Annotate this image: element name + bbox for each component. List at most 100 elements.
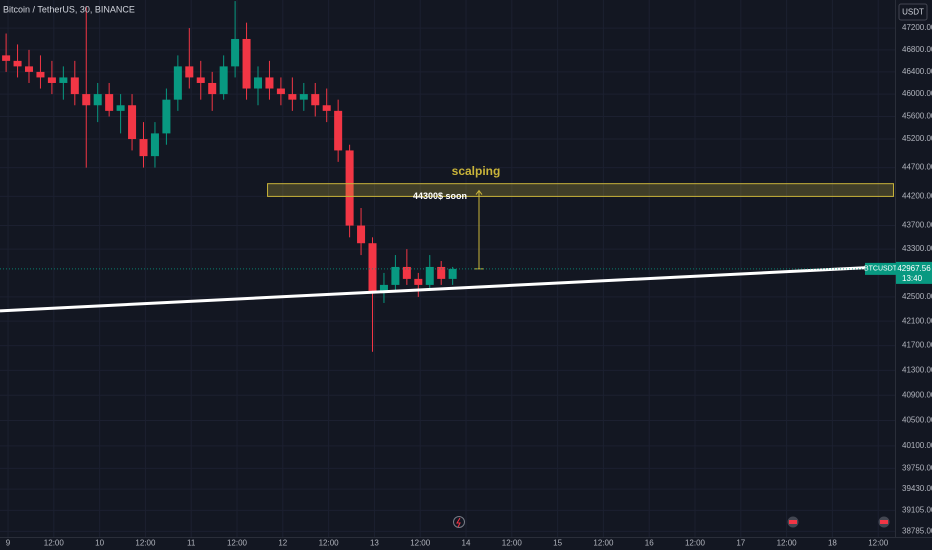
x-tick-label: 18 bbox=[828, 539, 837, 548]
price-tag bbox=[896, 261, 932, 284]
candle-body bbox=[379, 284, 388, 291]
y-tick-label: 41700.00 bbox=[902, 341, 932, 350]
candle-body bbox=[391, 266, 400, 285]
candle-body bbox=[288, 94, 297, 100]
candle-body bbox=[13, 60, 22, 67]
candle-body bbox=[139, 139, 148, 157]
event-flag[interactable] bbox=[787, 516, 799, 528]
x-tick-label: 10 bbox=[95, 539, 104, 548]
candle-body bbox=[196, 77, 205, 83]
symbol-tag bbox=[865, 262, 896, 275]
candle-body bbox=[414, 278, 423, 285]
y-tick-label: 39430.00 bbox=[902, 484, 932, 493]
price-label: 42967.56 bbox=[897, 264, 931, 273]
candle-body bbox=[59, 77, 68, 83]
candle-body bbox=[368, 243, 377, 291]
x-tick-label: 13 bbox=[370, 539, 379, 548]
x-tick-label: 12 bbox=[278, 539, 287, 548]
y-tick-label: 41300.00 bbox=[902, 365, 932, 374]
zone bbox=[267, 183, 894, 197]
candle-body bbox=[402, 266, 411, 279]
candle-body bbox=[47, 77, 56, 83]
y-tick-label: 45600.00 bbox=[902, 112, 932, 121]
trendline bbox=[0, 264, 894, 313]
candle-body bbox=[448, 268, 457, 279]
event-flag[interactable] bbox=[878, 516, 890, 528]
y-tick-label: 45200.00 bbox=[902, 134, 932, 143]
candle-body bbox=[242, 38, 251, 89]
y-tick-label: 40100.00 bbox=[902, 441, 932, 450]
y-tick-label: 44700.00 bbox=[902, 163, 932, 172]
y-tick-label: 47200.00 bbox=[902, 23, 932, 32]
y-tick-label: 40900.00 bbox=[902, 390, 932, 399]
candle-body bbox=[357, 225, 366, 244]
candle-body bbox=[185, 66, 194, 78]
candle-body bbox=[253, 77, 263, 89]
x-tick-label: 15 bbox=[553, 539, 562, 548]
candle-body bbox=[24, 66, 34, 72]
candle-body bbox=[299, 94, 308, 100]
candle-body bbox=[173, 66, 182, 100]
y-tick-label: 43700.00 bbox=[902, 221, 932, 230]
y-tick-label: 46000.00 bbox=[902, 89, 932, 98]
countdown: 13:40 bbox=[902, 274, 923, 283]
candle-body bbox=[345, 150, 354, 226]
candle-body bbox=[116, 105, 125, 111]
y-tick-label: 46400.00 bbox=[902, 67, 932, 76]
candle-body bbox=[150, 133, 159, 157]
y-tick-label: 42100.00 bbox=[902, 316, 932, 325]
x-tick-label: 11 bbox=[187, 539, 196, 548]
x-tick-label: 12:00 bbox=[410, 539, 431, 548]
y-tick-label: 39750.00 bbox=[902, 463, 932, 472]
symbol: BTCUSDT bbox=[864, 266, 898, 273]
x-tick-label: 12:00 bbox=[319, 539, 340, 548]
candle-body bbox=[82, 94, 91, 106]
arrow-head bbox=[475, 189, 483, 195]
candle-body bbox=[276, 88, 285, 95]
candle-body bbox=[128, 105, 137, 140]
y-tick-label: 46800.00 bbox=[902, 45, 932, 54]
candle-body bbox=[265, 77, 274, 89]
x-tick-label: 9 bbox=[6, 539, 11, 548]
currency-box[interactable] bbox=[898, 3, 928, 21]
axes: 47200.00 46800.00 46400.00 46000.00 45600.00… bbox=[6, 23, 932, 548]
x-tick-label: 12:00 bbox=[685, 539, 706, 548]
candle-body bbox=[334, 110, 343, 151]
arrow-label: 44300$ soon bbox=[413, 191, 467, 201]
event-icon[interactable] bbox=[453, 516, 465, 528]
zone-label: scalping bbox=[452, 164, 501, 178]
x-tick-label: 12:00 bbox=[502, 539, 523, 548]
x-tick-label: 12:00 bbox=[868, 539, 889, 548]
x-tick-label: 12:00 bbox=[227, 539, 248, 548]
x-tick-label: 12:00 bbox=[593, 539, 614, 548]
candle-body bbox=[93, 94, 102, 106]
candle-body bbox=[70, 77, 79, 95]
x-tick-label: 12:00 bbox=[44, 539, 65, 548]
y-tick-label: 38785.00 bbox=[902, 526, 932, 535]
chart-title: Bitcoin / TetherUS, 30, BINANCE bbox=[3, 4, 135, 14]
x-tick-label: 17 bbox=[736, 539, 745, 548]
x-tick-label: 16 bbox=[645, 539, 654, 548]
candle-body bbox=[311, 94, 320, 106]
y-tick-label: 39105.00 bbox=[902, 505, 932, 514]
plot: scalping 44300$ soon bbox=[0, 1, 895, 352]
x-tick-label: 12:00 bbox=[777, 539, 798, 548]
candle-body bbox=[208, 82, 217, 95]
candle-body bbox=[425, 266, 434, 285]
y-tick-label: 43300.00 bbox=[902, 244, 932, 253]
x-tick-label: 12:00 bbox=[135, 539, 156, 548]
y-tick-label: 40500.00 bbox=[902, 416, 932, 425]
candle-body bbox=[162, 99, 171, 134]
y-tick-label: 42500.00 bbox=[902, 292, 932, 301]
candle-body bbox=[231, 38, 240, 67]
candle-body bbox=[219, 66, 228, 95]
candle-body bbox=[36, 71, 45, 78]
currency[interactable]: USDT bbox=[902, 8, 924, 17]
candle-body bbox=[437, 266, 446, 279]
candle-body bbox=[105, 94, 114, 111]
y-tick-label: 44200.00 bbox=[902, 192, 932, 201]
x-tick-label: 14 bbox=[462, 539, 471, 548]
candle-body bbox=[322, 105, 331, 111]
candle-body bbox=[2, 55, 11, 61]
